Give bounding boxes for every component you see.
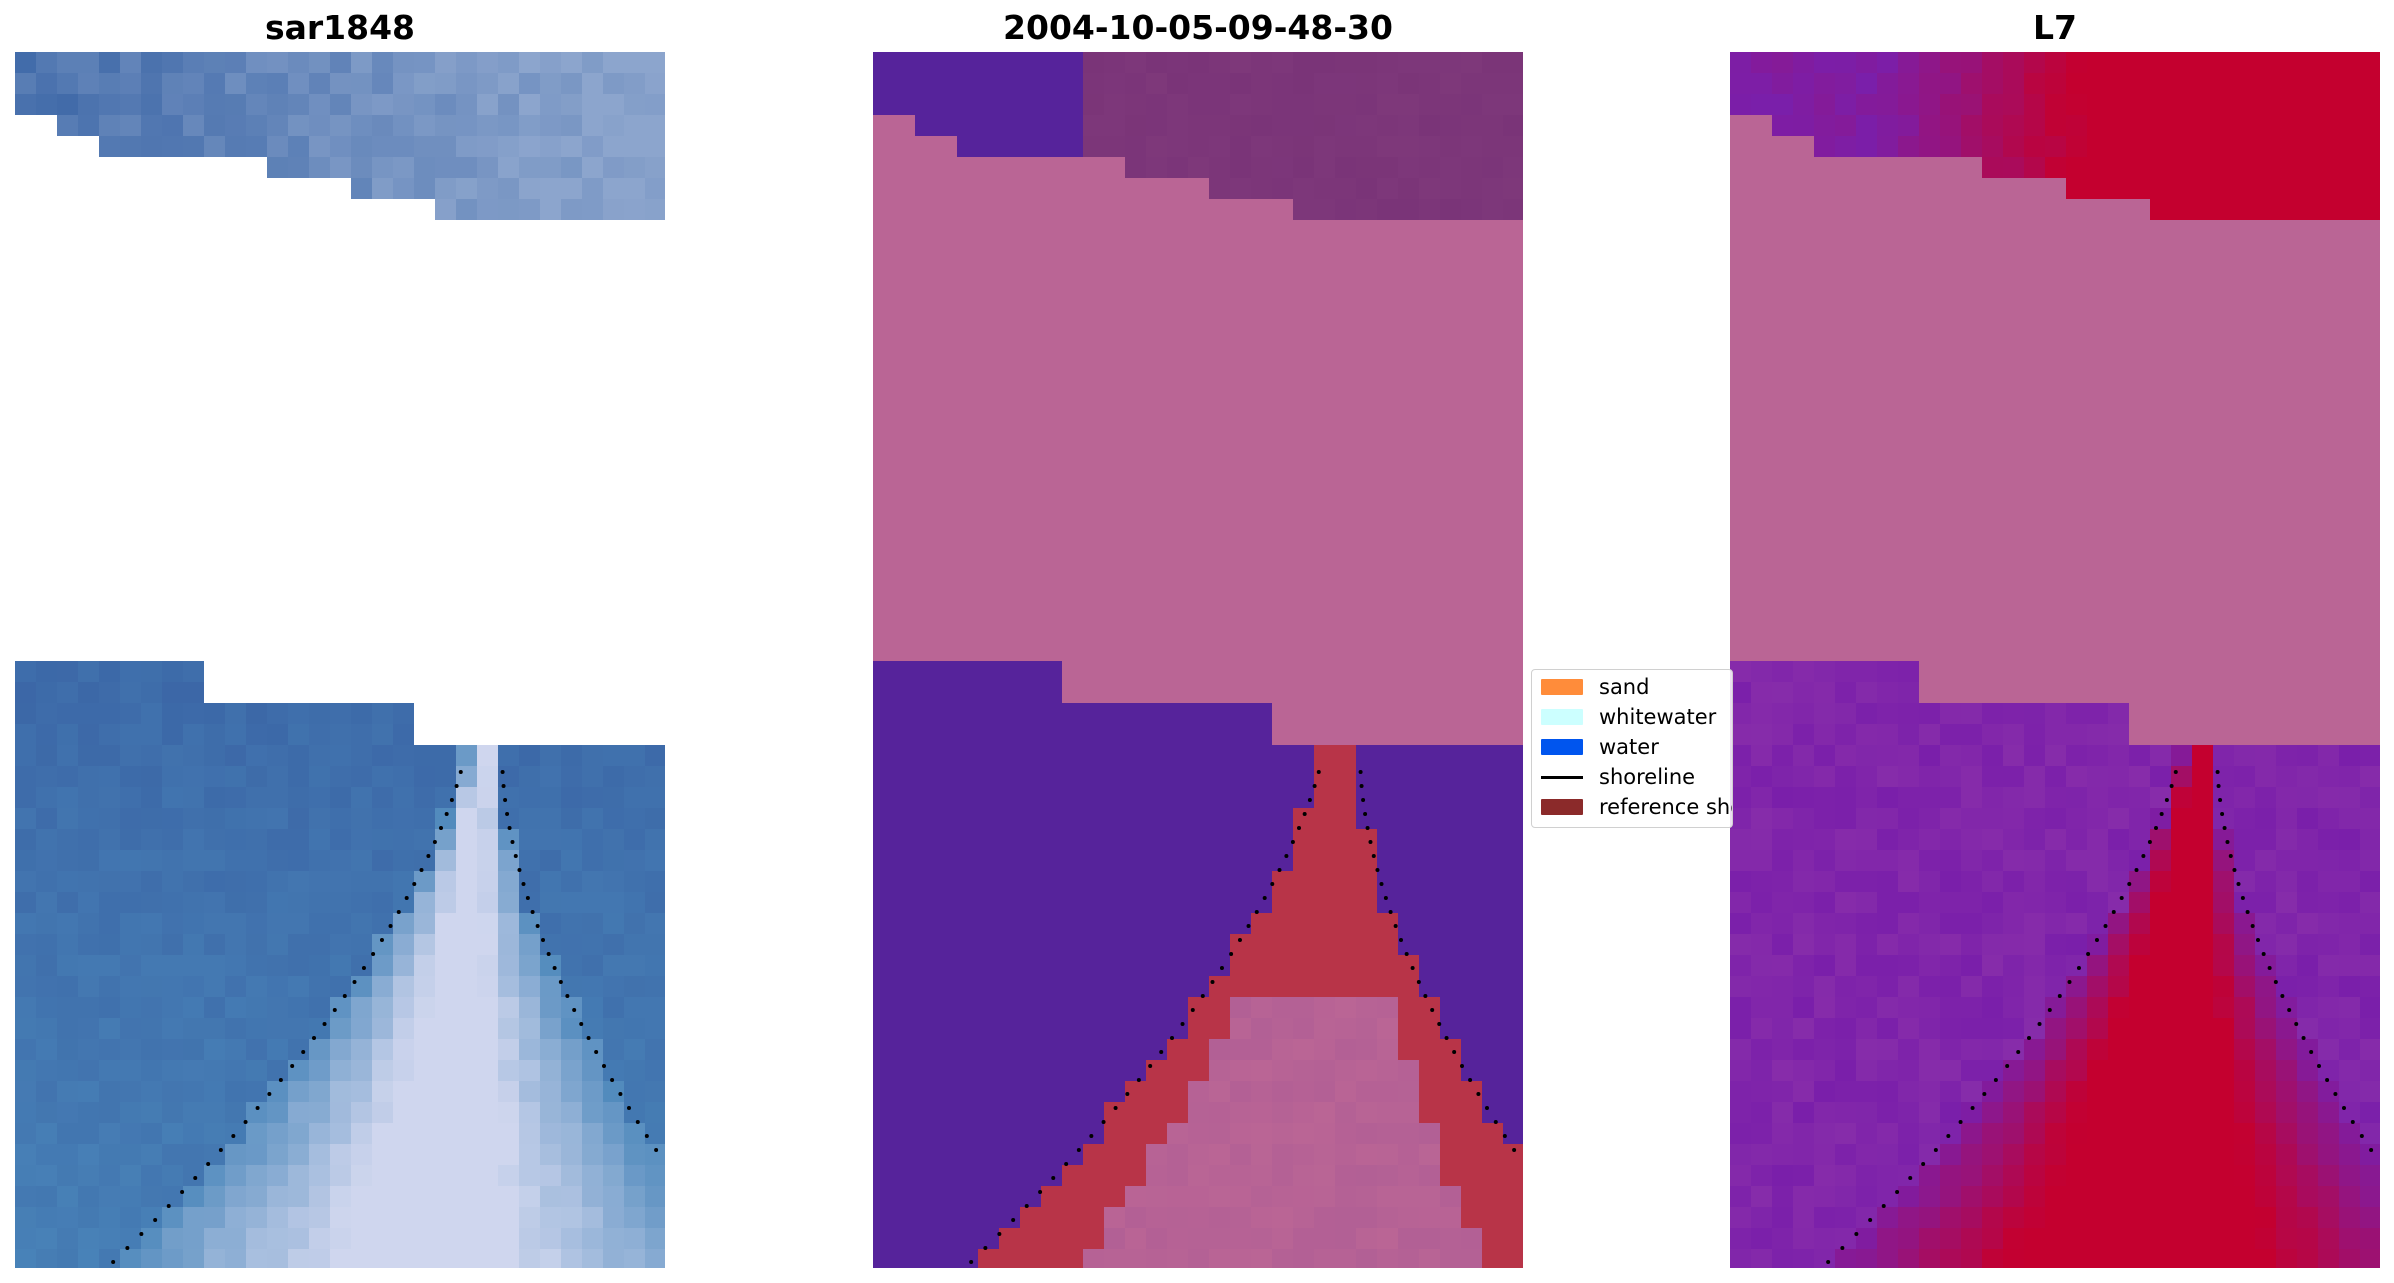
legend-entry-water: water (1541, 735, 1659, 759)
reference-shoreline-swatch (1541, 799, 1583, 815)
panel-title-index: L7 (2033, 8, 2077, 47)
legend-entry-shoreline: shoreline (1541, 765, 1695, 789)
classified-image (873, 52, 1523, 1268)
water-swatch (1541, 739, 1583, 755)
rgb-image-svg (15, 52, 665, 1268)
legend-entry-whitewater: whitewater (1541, 705, 1716, 729)
classified-image-svg (873, 52, 1523, 1268)
shoreline-line-swatch (1541, 775, 1583, 779)
legend-label-reference-shoreline: reference shoreline (1599, 795, 1732, 819)
legend-label-shoreline: shoreline (1599, 765, 1696, 789)
panel-title-classified: 2004-10-05-09-48-30 (1003, 8, 1393, 47)
legend-label-sand: sand (1599, 675, 1650, 699)
panel-index: L7 (1715, 0, 2394, 1283)
rgb-image (15, 52, 665, 1268)
index-image-svg (1730, 52, 2380, 1268)
legend-label-water: water (1599, 735, 1659, 759)
panel-title-rgb: sar1848 (264, 8, 416, 47)
legend: sand whitewater water shoreline referenc… (1531, 669, 1733, 828)
sand-swatch (1541, 679, 1583, 695)
index-image (1730, 52, 2380, 1268)
panel-classified: 2004-10-05-09-48-30 (858, 0, 1538, 1283)
legend-entry-reference-shoreline: reference shoreline (1541, 795, 1732, 819)
whitewater-swatch (1541, 709, 1583, 725)
panel-rgb: sar1848 (0, 0, 680, 1283)
legend-label-whitewater: whitewater (1599, 705, 1717, 729)
legend-entry-sand: sand (1541, 675, 1649, 699)
